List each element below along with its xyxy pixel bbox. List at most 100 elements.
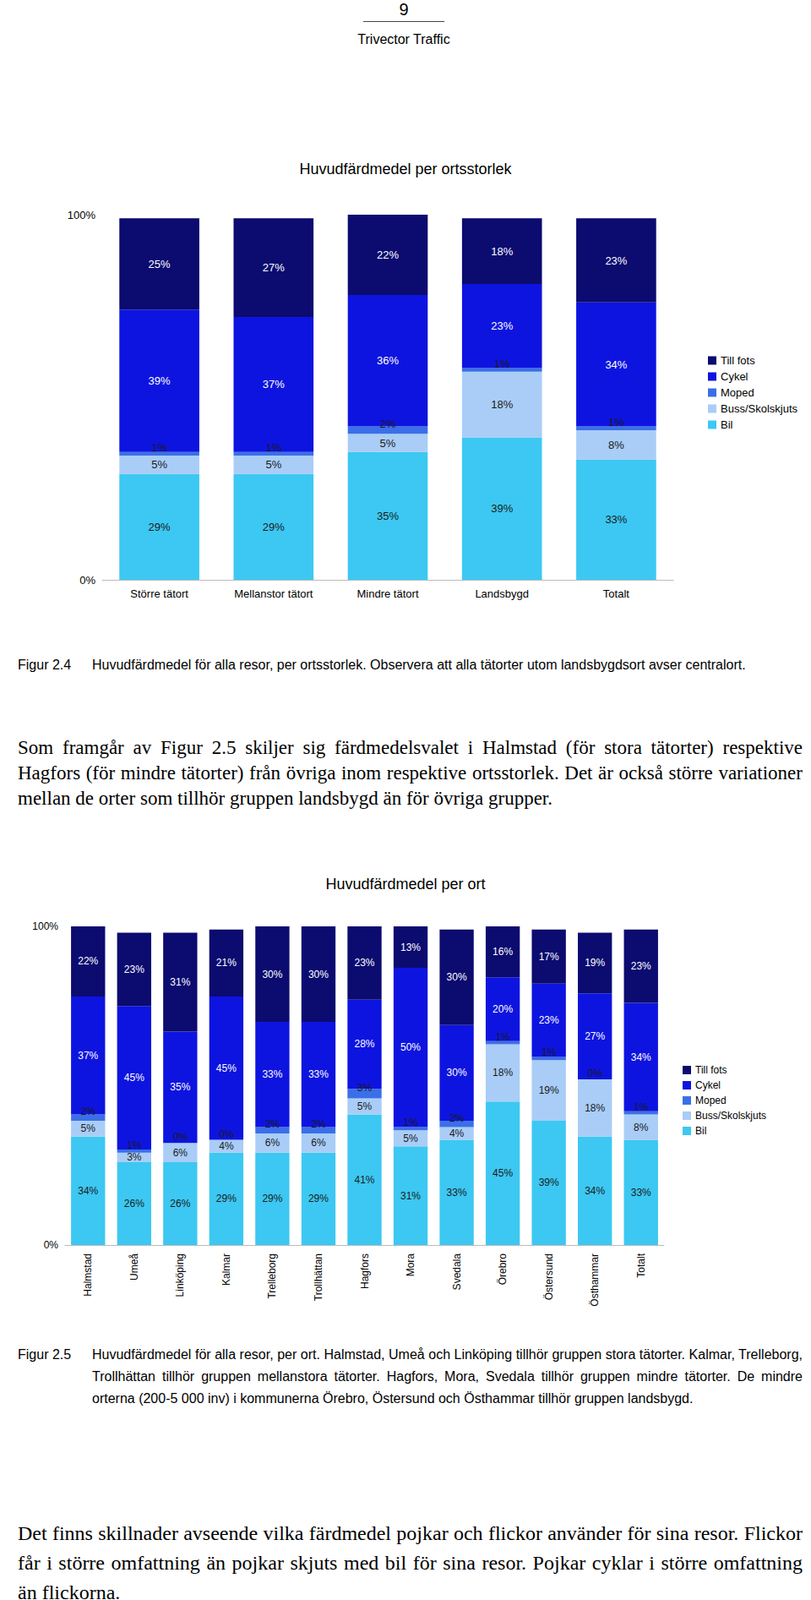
svg-text:1%: 1% <box>494 357 511 371</box>
svg-text:34%: 34% <box>631 1050 652 1063</box>
svg-text:Kalmar: Kalmar <box>220 1252 233 1285</box>
svg-text:27%: 27% <box>262 261 285 274</box>
svg-text:Totalt: Totalt <box>603 587 630 600</box>
svg-text:45%: 45% <box>124 1071 145 1084</box>
svg-text:0%: 0% <box>79 573 96 587</box>
svg-text:50%: 50% <box>400 1040 421 1053</box>
svg-text:3%: 3% <box>126 1150 142 1163</box>
svg-text:Till fots: Till fots <box>695 1063 728 1076</box>
svg-text:34%: 34% <box>584 1184 605 1197</box>
svg-text:30%: 30% <box>261 968 283 980</box>
svg-text:41%: 41% <box>353 1173 375 1186</box>
svg-text:8%: 8% <box>633 1121 649 1133</box>
svg-text:18%: 18% <box>490 397 513 411</box>
svg-text:31%: 31% <box>169 975 191 988</box>
svg-text:45%: 45% <box>216 1061 237 1074</box>
svg-text:5%: 5% <box>380 436 397 450</box>
svg-text:2%: 2% <box>81 1104 97 1117</box>
svg-text:33%: 33% <box>631 1186 652 1198</box>
svg-text:0%: 0% <box>173 1130 189 1143</box>
svg-text:Östersund: Östersund <box>543 1252 556 1300</box>
svg-text:Svedala: Svedala <box>451 1252 463 1290</box>
svg-text:29%: 29% <box>216 1192 237 1204</box>
svg-text:34%: 34% <box>604 358 627 371</box>
svg-text:Moped: Moped <box>695 1094 727 1106</box>
svg-text:Linköping: Linköping <box>174 1252 186 1296</box>
svg-text:Landsbygd: Landsbygd <box>474 587 529 600</box>
svg-text:6%: 6% <box>265 1136 281 1149</box>
svg-text:100%: 100% <box>67 208 97 222</box>
svg-text:39%: 39% <box>490 501 513 515</box>
svg-text:0%: 0% <box>587 1066 604 1079</box>
svg-text:Totalt: Totalt <box>635 1251 648 1277</box>
svg-text:1%: 1% <box>126 1138 142 1151</box>
svg-text:23%: 23% <box>631 959 652 972</box>
svg-text:13%: 13% <box>400 941 421 953</box>
svg-text:23%: 23% <box>353 956 375 969</box>
svg-text:16%: 16% <box>492 945 513 958</box>
svg-text:23%: 23% <box>124 963 145 975</box>
svg-text:19%: 19% <box>538 1083 560 1096</box>
svg-text:Buss/Skolskjuts: Buss/Skolskjuts <box>695 1109 767 1122</box>
svg-text:4%: 4% <box>218 1139 235 1152</box>
svg-text:0%: 0% <box>43 1238 60 1251</box>
svg-text:34%: 34% <box>77 1184 98 1197</box>
svg-text:26%: 26% <box>169 1197 191 1209</box>
svg-text:1%: 1% <box>541 1045 557 1058</box>
svg-text:5%: 5% <box>265 457 282 471</box>
svg-text:20%: 20% <box>492 1002 513 1015</box>
svg-text:27%: 27% <box>584 1029 605 1042</box>
svg-text:23%: 23% <box>604 254 627 267</box>
svg-text:33%: 33% <box>446 1186 468 1198</box>
svg-text:22%: 22% <box>376 248 399 262</box>
svg-text:2%: 2% <box>449 1111 465 1124</box>
svg-text:1%: 1% <box>402 1115 419 1128</box>
svg-text:6%: 6% <box>173 1146 189 1159</box>
svg-text:1%: 1% <box>633 1100 649 1113</box>
svg-text:Bil: Bil <box>695 1124 707 1137</box>
svg-text:25%: 25% <box>148 257 171 271</box>
svg-text:4%: 4% <box>449 1126 465 1139</box>
svg-text:Trelleborg: Trelleborg <box>266 1252 278 1299</box>
svg-text:Mindre tätort: Mindre tätort <box>357 587 420 600</box>
svg-text:Moped: Moped <box>720 386 755 399</box>
svg-text:Halmstad: Halmstad <box>81 1252 94 1296</box>
svg-text:Trollhättan: Trollhättan <box>312 1252 325 1301</box>
svg-text:5%: 5% <box>81 1121 97 1134</box>
svg-text:1%: 1% <box>151 440 168 454</box>
svg-text:36%: 36% <box>376 353 399 367</box>
svg-text:2%: 2% <box>265 1117 281 1130</box>
svg-text:35%: 35% <box>169 1080 191 1093</box>
svg-text:28%: 28% <box>353 1037 375 1050</box>
svg-text:Buss/Skolskjuts: Buss/Skolskjuts <box>720 402 799 415</box>
svg-text:Bil: Bil <box>720 418 734 431</box>
svg-text:45%: 45% <box>492 1166 513 1179</box>
svg-text:3%: 3% <box>357 1081 373 1094</box>
svg-text:29%: 29% <box>261 1192 283 1204</box>
svg-text:30%: 30% <box>308 968 329 980</box>
svg-text:Umeå: Umeå <box>128 1252 141 1280</box>
svg-text:39%: 39% <box>148 374 171 387</box>
svg-text:23%: 23% <box>538 1013 560 1026</box>
svg-text:Mora: Mora <box>404 1252 417 1277</box>
svg-text:29%: 29% <box>262 520 285 534</box>
svg-text:1%: 1% <box>608 415 625 429</box>
svg-text:5%: 5% <box>402 1132 419 1144</box>
svg-text:39%: 39% <box>538 1175 560 1188</box>
svg-text:29%: 29% <box>308 1192 329 1204</box>
svg-text:18%: 18% <box>584 1101 605 1114</box>
svg-text:21%: 21% <box>216 956 237 969</box>
svg-text:1%: 1% <box>495 1030 511 1043</box>
svg-text:Till fots: Till fots <box>720 353 756 367</box>
svg-text:35%: 35% <box>376 509 399 523</box>
svg-text:2%: 2% <box>310 1117 327 1130</box>
svg-text:29%: 29% <box>148 520 171 534</box>
svg-text:18%: 18% <box>490 244 513 258</box>
svg-text:37%: 37% <box>77 1049 98 1062</box>
svg-text:Mellanstor tätort: Mellanstor tätort <box>234 587 314 600</box>
svg-text:26%: 26% <box>124 1197 145 1209</box>
svg-text:33%: 33% <box>604 512 627 526</box>
svg-text:Hagfors: Hagfors <box>359 1252 371 1289</box>
svg-text:18%: 18% <box>492 1066 513 1078</box>
svg-text:22%: 22% <box>77 954 98 967</box>
